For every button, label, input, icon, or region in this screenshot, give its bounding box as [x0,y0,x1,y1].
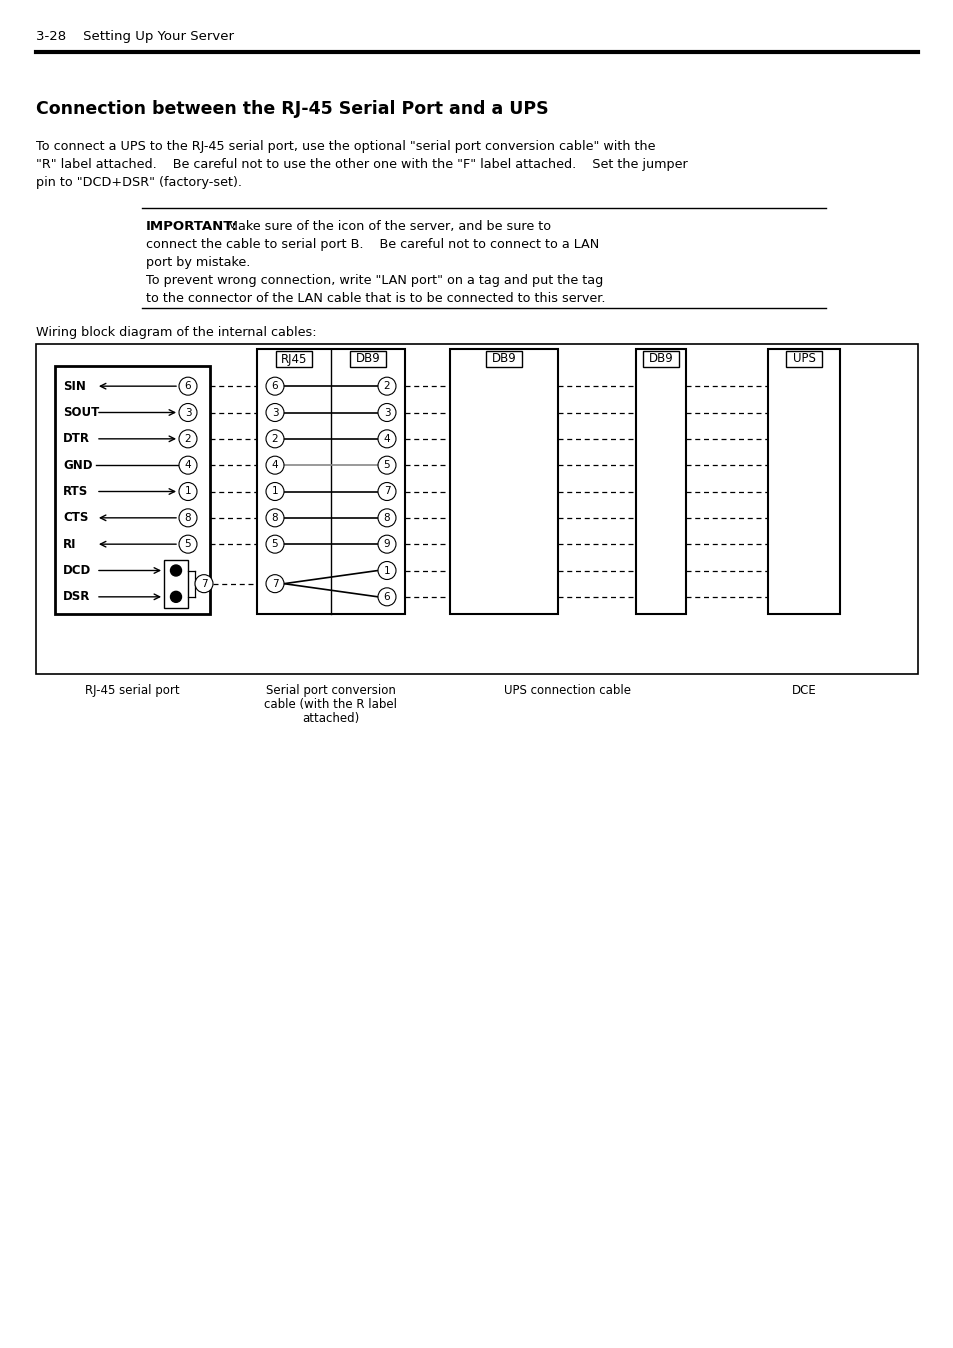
Text: 6: 6 [272,381,278,391]
Text: 2: 2 [185,434,192,443]
Circle shape [377,562,395,580]
Text: 8: 8 [383,512,390,523]
Bar [642,350,679,367]
Circle shape [377,403,395,422]
Circle shape [377,535,395,553]
Text: 3-28    Setting Up Your Server: 3-28 Setting Up Your Server [36,30,233,43]
Text: RJ-45 serial port: RJ-45 serial port [85,683,179,697]
Bar [636,349,685,613]
Text: connect the cable to serial port B.    Be careful not to connect to a LAN: connect the cable to serial port B. Be c… [146,239,598,251]
Text: DCD: DCD [63,563,91,577]
Text: To prevent wrong connection, write "LAN port" on a tag and put the tag: To prevent wrong connection, write "LAN … [146,274,602,287]
Text: Serial port conversion: Serial port conversion [266,683,395,697]
Text: DB9: DB9 [355,352,380,365]
Text: attached): attached) [302,712,359,725]
Circle shape [266,508,284,527]
Bar [256,349,405,613]
Text: RTS: RTS [63,485,89,497]
Circle shape [194,574,213,593]
Text: 5: 5 [383,460,390,470]
Text: 3: 3 [383,407,390,418]
Text: 2: 2 [272,434,278,443]
Circle shape [377,456,395,474]
Circle shape [171,565,181,576]
Text: Make sure of the icon of the server, and be sure to: Make sure of the icon of the server, and… [223,220,551,233]
Circle shape [179,430,196,448]
Text: 2: 2 [383,381,390,391]
Text: 4: 4 [272,460,278,470]
Bar [55,367,210,613]
Bar [785,350,821,367]
Circle shape [266,377,284,395]
Text: port by mistake.: port by mistake. [146,256,250,270]
Circle shape [266,430,284,448]
Text: To connect a UPS to the RJ-45 serial port, use the optional "serial port convers: To connect a UPS to the RJ-45 serial por… [36,140,655,154]
Text: Connection between the RJ-45 Serial Port and a UPS: Connection between the RJ-45 Serial Port… [36,100,548,119]
Text: GND: GND [63,458,92,472]
Text: "R" label attached.    Be careful not to use the other one with the "F" label at: "R" label attached. Be careful not to us… [36,158,687,171]
Circle shape [266,403,284,422]
Text: CTS: CTS [63,511,89,524]
Text: 1: 1 [272,487,278,496]
Text: pin to "DCD+DSR" (factory-set).: pin to "DCD+DSR" (factory-set). [36,177,242,189]
Text: 7: 7 [200,578,207,589]
Text: 3: 3 [272,407,278,418]
Bar [36,344,917,674]
Text: 5: 5 [272,539,278,549]
Circle shape [179,508,196,527]
Text: 6: 6 [185,381,192,391]
Text: DSR: DSR [63,590,91,604]
Text: 1: 1 [383,566,390,576]
Text: 1: 1 [185,487,192,496]
Circle shape [179,456,196,474]
Text: UPS connection cable: UPS connection cable [504,683,631,697]
Circle shape [377,483,395,500]
Circle shape [377,430,395,448]
Text: RJ45: RJ45 [280,352,307,365]
Text: 4: 4 [185,460,192,470]
Text: to the connector of the LAN cable that is to be connected to this server.: to the connector of the LAN cable that i… [146,293,605,305]
Bar [350,350,386,367]
Text: Wiring block diagram of the internal cables:: Wiring block diagram of the internal cab… [36,326,316,338]
Bar [485,350,521,367]
Circle shape [266,535,284,553]
Text: DB9: DB9 [491,352,516,365]
Circle shape [377,377,395,395]
Circle shape [377,588,395,605]
Circle shape [179,403,196,422]
Text: 6: 6 [383,592,390,601]
Circle shape [377,508,395,527]
Text: DB9: DB9 [648,352,673,365]
Bar [164,559,188,608]
Text: SIN: SIN [63,380,86,392]
Text: DCE: DCE [791,683,816,697]
Text: 8: 8 [185,512,192,523]
Text: UPS: UPS [792,352,815,365]
Text: 9: 9 [383,539,390,549]
Text: DTR: DTR [63,433,90,445]
Bar [450,349,558,613]
Circle shape [179,483,196,500]
Text: SOUT: SOUT [63,406,99,419]
Bar [275,350,312,367]
Circle shape [266,574,284,593]
Bar [767,349,840,613]
Circle shape [266,456,284,474]
Text: 8: 8 [272,512,278,523]
Text: IMPORTANT:: IMPORTANT: [146,220,237,233]
Text: 3: 3 [185,407,192,418]
Circle shape [179,377,196,395]
Circle shape [171,592,181,603]
Text: cable (with the R label: cable (with the R label [264,698,397,710]
Text: 5: 5 [185,539,192,549]
Circle shape [266,483,284,500]
Text: RI: RI [63,538,76,551]
Text: 7: 7 [383,487,390,496]
Text: 4: 4 [383,434,390,443]
Circle shape [179,535,196,553]
Text: 7: 7 [272,578,278,589]
